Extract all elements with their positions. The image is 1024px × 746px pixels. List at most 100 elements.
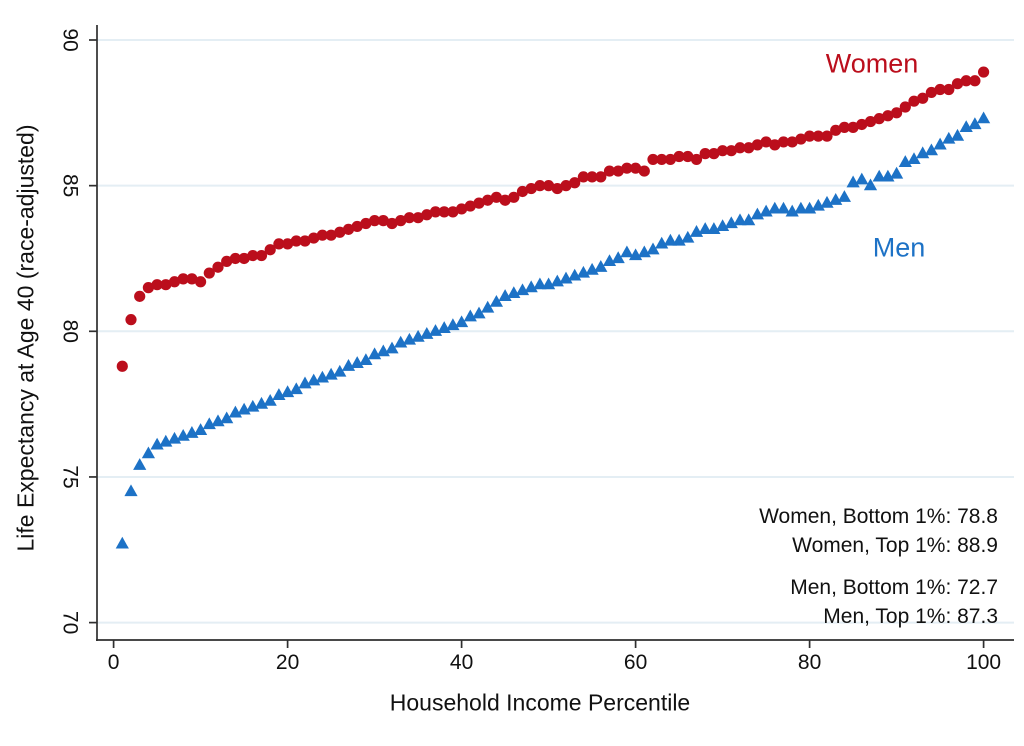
x-tick-label: 100: [966, 651, 1001, 674]
men-data-point: [141, 446, 155, 459]
women-data-point: [960, 75, 972, 87]
women-data-point: [456, 203, 468, 215]
women-data-point: [316, 229, 328, 241]
women-data-point: [786, 136, 798, 148]
men-data-point: [359, 353, 373, 366]
y-tick-label: 75: [59, 465, 82, 488]
y-axis-title: Life Expectancy at Age 40 (race-adjusted…: [12, 124, 39, 552]
x-tick-label: 60: [624, 651, 647, 674]
men-data-point: [968, 117, 982, 130]
women-data-point: [586, 171, 598, 183]
women-data-point: [543, 180, 555, 192]
women-data-point: [482, 194, 494, 206]
men-data-point: [289, 382, 303, 395]
women-data-point: [247, 249, 259, 262]
men-data-point: [907, 152, 921, 165]
women-stats-group: Women, Bottom 1%: 78.8 Women, Top 1%: 88…: [759, 502, 998, 560]
x-tick-label: 80: [798, 651, 821, 674]
women-data-point: [804, 130, 816, 142]
women-data-point: [195, 276, 207, 288]
women-data-point: [386, 217, 398, 230]
women-data-point: [882, 110, 894, 122]
men-data-point: [133, 458, 147, 470]
women-data-point: [795, 133, 807, 145]
men-data-point: [115, 536, 129, 549]
women-data-point: [699, 148, 711, 160]
women-data-point: [508, 191, 520, 203]
women-data-point: [847, 121, 859, 133]
men-data-point: [533, 277, 547, 290]
women-data-point: [830, 124, 842, 136]
x-tick-label: 20: [276, 651, 299, 674]
women-data-point: [255, 249, 268, 262]
men-data-point: [620, 245, 634, 258]
women-data-point: [490, 191, 502, 203]
women-data-point: [943, 83, 955, 96]
women-data-point: [377, 215, 389, 227]
women-data-point: [438, 206, 450, 218]
women-top-stat: Women, Top 1%: 88.9: [792, 534, 998, 557]
men-stats-group: Men, Bottom 1%: 72.7 Men, Top 1%: 87.3: [759, 573, 998, 631]
women-data-point: [142, 282, 154, 294]
women-data-point: [421, 209, 433, 221]
men-data-point: [768, 201, 782, 214]
y-tick-label: 80: [59, 320, 82, 343]
x-axis-title: Household Income Percentile: [389, 689, 691, 716]
women-data-point: [290, 235, 302, 247]
women-data-point: [717, 145, 729, 157]
men-data-point: [594, 260, 608, 272]
women-data-point: [873, 113, 885, 125]
women-data-point: [299, 235, 311, 247]
men-data-point: [333, 364, 347, 377]
women-data-point: [403, 212, 415, 224]
women-data-point: [647, 153, 659, 166]
women-data-point: [464, 200, 476, 212]
men-data-point: [776, 201, 791, 214]
women-data-point: [577, 171, 590, 183]
women-data-point: [925, 86, 938, 99]
women-data-point: [560, 180, 572, 192]
women-data-point: [656, 153, 668, 166]
men-data-point: [611, 251, 625, 264]
women-data-point: [777, 136, 790, 148]
women-data-point: [734, 142, 746, 154]
men-data-point: [663, 233, 677, 246]
women-data-point: [673, 150, 685, 163]
women-data-point: [934, 83, 946, 96]
women-data-point: [917, 92, 929, 104]
women-data-point: [899, 101, 911, 113]
women-data-point: [638, 165, 650, 177]
women-data-point: [282, 238, 294, 250]
women-data-point: [177, 273, 189, 285]
women-data-point: [569, 177, 581, 189]
women-data-point: [690, 153, 703, 166]
men-data-point: [794, 201, 808, 214]
men-data-point: [385, 341, 399, 354]
women-data-point: [743, 142, 755, 154]
men-bottom-stat: Men, Bottom 1%: 72.7: [790, 576, 998, 599]
women-data-point: [812, 130, 824, 142]
women-data-point: [664, 153, 677, 166]
stats-annotation: Women, Bottom 1%: 78.8 Women, Top 1%: 88…: [759, 502, 998, 631]
women-data-point: [864, 115, 877, 128]
women-data-point: [360, 217, 372, 230]
men-data-point: [194, 423, 208, 435]
men-data-point: [950, 128, 965, 141]
women-data-point: [447, 206, 459, 218]
women-data-point: [951, 78, 964, 90]
men-data-point: [263, 394, 277, 406]
women-data-point: [134, 290, 146, 302]
women-data-point: [525, 182, 537, 195]
women-data-point: [334, 226, 346, 238]
women-data-point: [273, 238, 285, 250]
women-data-point: [369, 215, 381, 227]
women-data-point: [168, 276, 181, 288]
men-data-point: [124, 484, 138, 497]
women-data-point: [212, 261, 224, 273]
men-data-point: [489, 294, 503, 307]
women-data-point: [308, 232, 320, 244]
women-data-point: [229, 252, 241, 265]
y-tick-label: 70: [59, 611, 82, 634]
x-tick-label: 0: [108, 651, 120, 674]
